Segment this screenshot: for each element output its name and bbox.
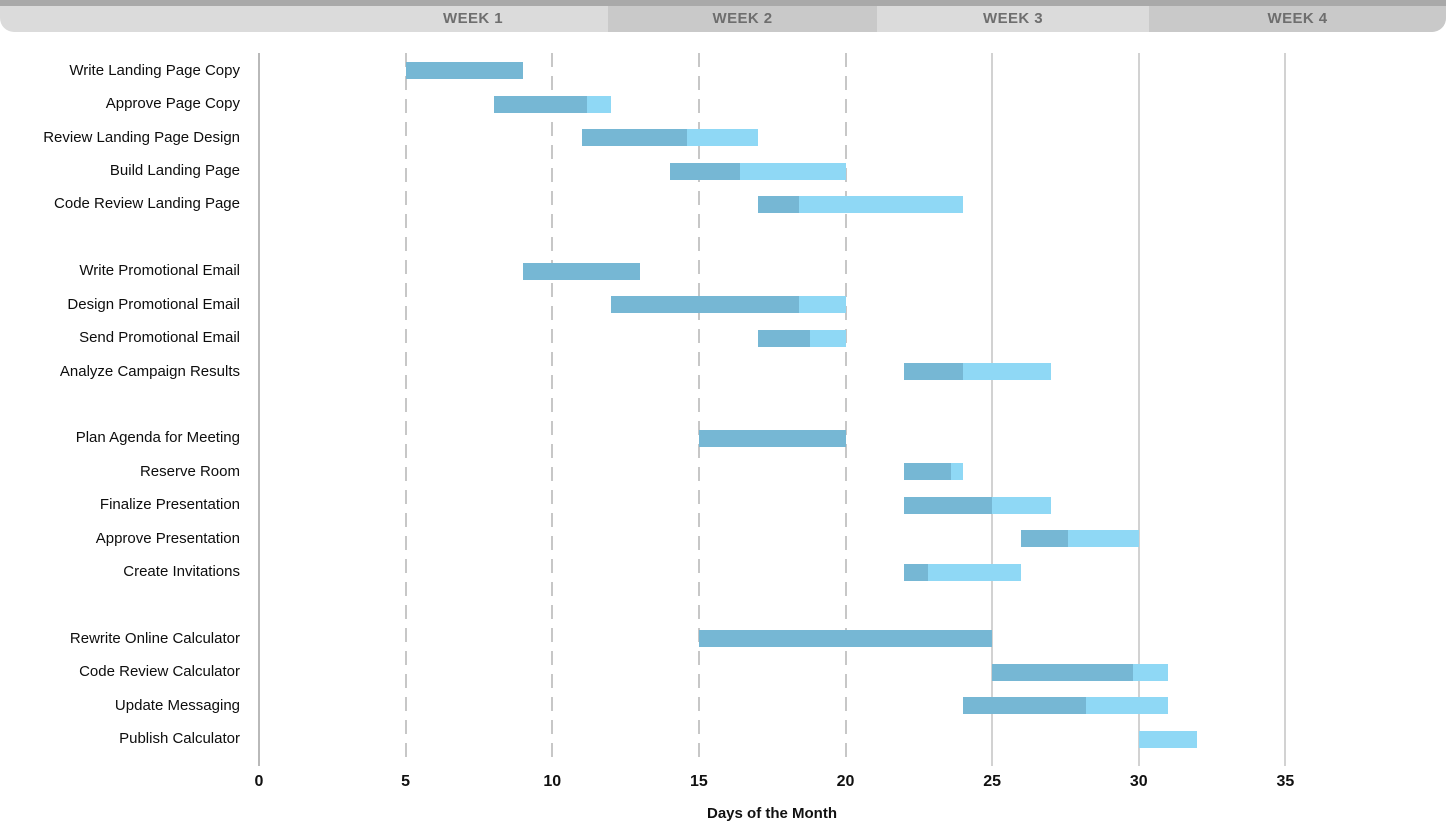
task-bar	[962, 697, 1169, 715]
task-bar	[904, 463, 963, 481]
week2-header-label: WEEK 2	[712, 10, 773, 27]
task-label: Reserve Room	[139, 462, 240, 480]
week2-header-box	[608, 6, 877, 32]
task-label: Write Landing Page Copy	[69, 61, 240, 79]
week1-header-label: WEEK 1	[443, 10, 503, 27]
x-gridline-30	[1137, 53, 1140, 766]
task-bar-complete	[904, 363, 963, 381]
task-bar	[904, 563, 1022, 581]
x-gridline-5	[404, 53, 407, 766]
x-tick-label-35: 35	[1276, 773, 1295, 790]
task-bar	[493, 95, 611, 113]
task-bar-complete	[904, 463, 952, 481]
x-tick-label-25: 25	[983, 773, 1002, 790]
task-bar	[610, 296, 846, 314]
task-label: Analyze Campaign Results	[59, 362, 240, 380]
x-gridline-0	[258, 53, 260, 766]
task-bar	[1021, 530, 1139, 548]
task-bar-complete	[493, 95, 588, 113]
task-label: Code Review Landing Page	[54, 195, 240, 213]
task-bar	[1138, 730, 1198, 748]
task-label: Plan Agenda for Meeting	[75, 429, 240, 447]
task-bar-complete	[610, 296, 799, 314]
task-bar	[757, 329, 846, 347]
task-label: Approve Page Copy	[105, 95, 240, 113]
x-tick-label-30: 30	[1129, 773, 1148, 790]
x-gridline-10	[551, 53, 554, 766]
task-bar	[904, 496, 1051, 514]
task-label: Publish Calculator	[119, 730, 240, 748]
task-bar-complete	[962, 697, 1086, 715]
task-bar	[992, 663, 1169, 681]
x-tick-label-0: 0	[254, 773, 264, 790]
task-bar	[522, 262, 641, 280]
x-gridline-20	[844, 53, 847, 766]
task-label: Design Promotional Email	[67, 295, 240, 313]
task-bar-complete	[581, 129, 688, 147]
week3-header-label: WEEK 3	[983, 10, 1043, 27]
x-tick-label-20: 20	[836, 773, 855, 790]
task-bar	[904, 363, 1051, 381]
task-bar-complete	[757, 329, 811, 347]
task-bar-complete	[1021, 530, 1069, 548]
x-tick-label-5: 5	[401, 773, 411, 790]
task-bar-complete	[522, 262, 641, 280]
task-bar-complete	[904, 496, 993, 514]
task-bar-complete	[904, 563, 928, 581]
x-tick-label-15: 15	[689, 773, 708, 790]
task-label: Review Landing Page Design	[43, 128, 240, 146]
header-top-strip	[0, 0, 1446, 6]
task-label: Send Promotional Email	[79, 329, 240, 347]
task-label: Rewrite Online Calculator	[69, 629, 240, 647]
task-label: Create Invitations	[123, 563, 240, 581]
task-bar	[405, 62, 523, 80]
task-bar-complete	[757, 195, 799, 213]
task-label: Build Landing Page	[109, 162, 240, 180]
x-gridline-25	[991, 53, 994, 766]
task-bar-complete	[669, 162, 740, 180]
task-bar	[757, 195, 963, 213]
task-label: Write Promotional Email	[79, 262, 240, 280]
task-label: Update Messaging	[114, 696, 240, 714]
week4-header-box	[1149, 6, 1446, 32]
task-bar	[698, 630, 993, 648]
x-gridline-35	[1284, 53, 1287, 766]
task-bar-complete	[405, 62, 523, 80]
task-label: Approve Presentation	[95, 529, 240, 547]
task-bar	[698, 429, 846, 447]
x-axis-title: Days of the Month	[707, 805, 837, 822]
task-bar-complete	[992, 663, 1133, 681]
x-gridline-15	[697, 53, 700, 766]
task-bar-complete	[698, 429, 846, 447]
week4-header-label: WEEK 4	[1267, 10, 1328, 27]
task-label: Code Review Calculator	[79, 663, 240, 681]
x-tick-label-10: 10	[543, 773, 562, 790]
task-bar	[581, 129, 758, 147]
task-bar	[669, 162, 846, 180]
task-bar-complete	[698, 630, 993, 648]
week-header-bar: WEEK 1 WEEK 2 WEEK 3 WEEK 4	[0, 0, 1446, 32]
task-label: Finalize Presentation	[99, 496, 240, 514]
